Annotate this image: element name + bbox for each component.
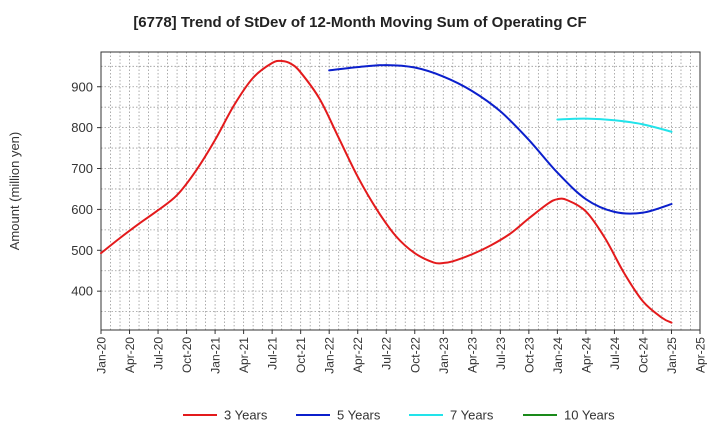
- x-tick-label: Jan-20: [95, 337, 109, 374]
- legend: 3 Years 5 Years 7 Years 10 Years: [183, 408, 615, 423]
- chart-title: [6778] Trend of StDev of 12-Month Moving…: [133, 14, 587, 31]
- series-line-5-years: [328, 64, 673, 215]
- x-tick-label: Apr-23: [465, 337, 479, 373]
- x-tick-label: Apr-20: [123, 337, 137, 373]
- legend-label-10-years: 10 Years: [564, 408, 615, 423]
- legend-label-5-years: 5 Years: [337, 408, 381, 423]
- y-tick-label: 900: [71, 79, 93, 94]
- y-tick-label: 700: [71, 161, 93, 176]
- x-tick-label: Jul-21: [266, 337, 280, 370]
- x-tick-label: Jan-21: [209, 337, 223, 374]
- x-tick-label: Jan-22: [323, 337, 337, 374]
- y-axis-label: Amount (million yen): [7, 132, 22, 251]
- x-tick-label: Jul-22: [380, 337, 394, 370]
- x-tick-label: Oct-20: [180, 337, 194, 373]
- grid: [101, 52, 700, 330]
- legend-label-3-years: 3 Years: [224, 408, 268, 423]
- x-tick-label: Oct-22: [408, 337, 422, 373]
- x-tick-label: Oct-23: [522, 337, 536, 373]
- x-tick-label: Jan-23: [437, 337, 451, 374]
- plot-border: [100, 51, 701, 331]
- x-tick-label: Oct-21: [294, 337, 308, 373]
- x-tick-label: Jan-24: [551, 337, 565, 374]
- x-tick-label: Apr-21: [237, 337, 251, 373]
- x-tick-label: Apr-25: [694, 337, 708, 373]
- series-layer: [100, 59, 673, 324]
- x-tick-label: Apr-22: [351, 337, 365, 373]
- series-line-3-years: [100, 59, 673, 324]
- x-tick-label: Jul-23: [494, 337, 508, 370]
- x-axis-ticks: Jan-20 Apr-20 Jul-20 Oct-20 Jan-21 Apr-21 Jul-…: [95, 330, 708, 374]
- y-tick-label: 600: [71, 202, 93, 217]
- x-tick-label: Jul-24: [608, 337, 622, 370]
- x-tick-label: Oct-24: [636, 337, 650, 373]
- x-tick-label: Jan-25: [665, 337, 679, 374]
- y-axis-ticks: 400 500 600 700 800 900: [71, 79, 101, 299]
- series-line-7-years: [556, 117, 673, 133]
- x-tick-label: Jul-20: [152, 337, 166, 370]
- y-tick-label: 500: [71, 243, 93, 258]
- x-tick-label: Apr-24: [579, 337, 593, 373]
- y-tick-label: 800: [71, 120, 93, 135]
- legend-label-7-years: 7 Years: [450, 408, 494, 423]
- y-tick-label: 400: [71, 284, 93, 299]
